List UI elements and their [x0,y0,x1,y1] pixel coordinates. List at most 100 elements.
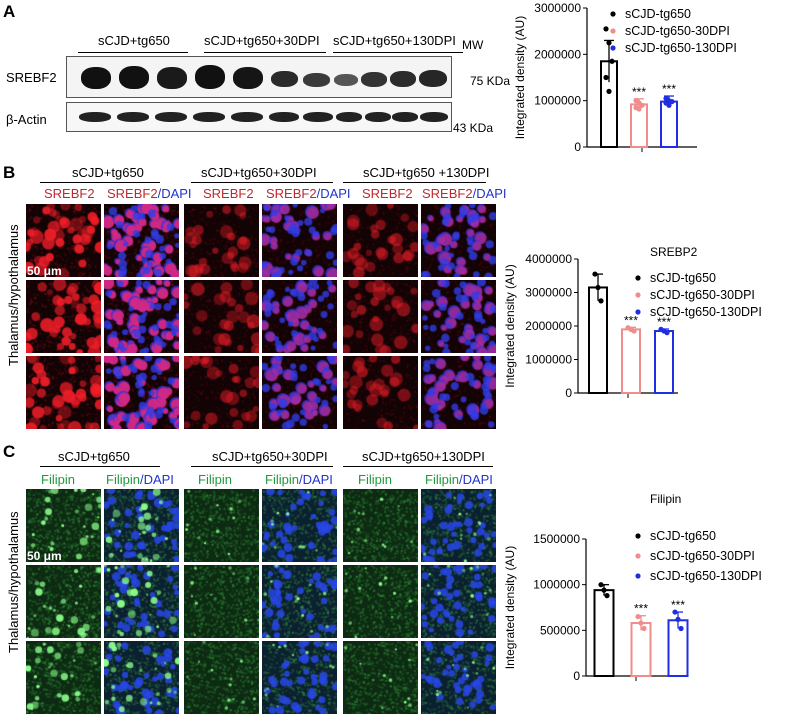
group-underline [191,466,333,467]
blot-band [233,67,263,89]
blot-band [271,71,298,87]
micrograph-image [184,565,259,638]
bar [630,622,652,678]
legend-marker [635,309,641,315]
legend-label: sCJD-tg650-30DPI [650,288,755,302]
y-tick-label: 3000000 [525,286,572,300]
micrograph-image [421,489,496,562]
micrograph-image [104,489,179,562]
bar [660,100,678,148]
scale-bar-label: 50 μm [27,549,62,563]
blot-band [195,65,225,89]
micrograph-image [262,565,337,638]
group-label: sCJD+tg650 [72,165,144,180]
legend-marker [635,553,641,559]
y-tick-label: 0 [573,669,580,683]
group-underline [204,52,326,53]
legend-marker [635,275,641,281]
panel-label-c: C [3,442,16,461]
bar [588,286,608,394]
blot-band [79,112,111,122]
group-underline [40,182,160,183]
blot-band [336,112,362,122]
data-point [639,102,645,108]
significance-label: *** [624,313,638,327]
y-tick-label: 1000000 [534,94,581,108]
y-tick-label: 1000000 [525,353,572,367]
data-point [603,74,609,81]
y-axis-label: Integrated density (AU) [513,16,527,139]
data-point [636,106,642,112]
micrograph-image [262,280,337,353]
stain-label: SREBF2/DAPI [422,186,507,201]
data-point [631,328,637,334]
blot-band [390,71,416,87]
data-point [678,625,684,632]
group-label: sCJD+tg650+30DPI [201,165,317,180]
data-point [598,298,604,304]
panel-label-b: B [3,163,16,182]
stain-label: SREBF2/DAPI [107,186,192,201]
legend-title: SREBP2 [650,245,698,259]
micrograph-image [184,204,259,277]
micrograph-image [421,356,496,429]
panel-label-a: A [3,2,16,21]
scale-bar [28,278,52,280]
stain-label: Filipin [358,472,392,487]
region-label: Thalamus/hypothalamus [6,511,21,653]
blot-band [269,112,299,122]
y-tick-label: 0 [574,140,581,154]
stain-label: SREBF2/DAPI [266,186,351,201]
legend-marker [610,28,616,34]
legend-marker [635,573,641,579]
micrograph-image [343,280,418,353]
data-point [675,616,681,622]
y-tick-label: 2000000 [525,319,572,333]
micrograph-image [343,565,418,638]
blot-band [303,112,333,122]
legend-label: sCJD-tg650 [650,271,716,285]
significance-label: *** [657,315,671,329]
micrograph-image [262,489,337,562]
mw-marker: 43 KDa [453,121,494,135]
beta-actin-blot [66,102,452,132]
data-point [598,582,604,588]
group-label: sCJD+tg650 [98,33,170,48]
data-point [606,40,612,46]
mw-marker: 75 KDa [470,74,511,88]
significance-label: *** [662,82,676,96]
blot-band [361,72,387,87]
region-label: Thalamus/hypothalamus [6,224,21,366]
legend-label: sCJD-tg650 [650,529,716,543]
stain-label: SREBF2 [203,186,254,201]
blot-band [193,112,225,122]
micrograph-image [26,204,101,277]
group-label: sCJD+tg650 [58,449,130,464]
micrograph-image [184,356,259,429]
y-tick-label: 2000000 [534,47,581,61]
micrograph-image [184,641,259,714]
bar [667,619,689,677]
micrograph-image [421,204,496,277]
micrograph-image [104,356,179,429]
legend-label: sCJD-tg650-30DPI [625,24,730,38]
data-point [601,587,607,593]
micrograph-image [343,489,418,562]
micrograph-image [262,356,337,429]
stain-label: Filipin [198,472,232,487]
micrograph-image [26,280,101,353]
micrograph-image [26,489,101,562]
data-point [666,102,672,108]
group-underline [333,52,463,53]
micrograph-image [421,565,496,638]
data-point [638,620,644,626]
blot-band [81,67,111,89]
significance-label: *** [671,598,685,612]
micrograph-image [26,565,101,638]
micrograph-image [262,204,337,277]
data-point [592,271,598,277]
data-point [672,609,678,615]
micrograph-image [104,204,179,277]
y-tick-label: 1000000 [533,578,580,592]
blot-band [420,112,448,122]
